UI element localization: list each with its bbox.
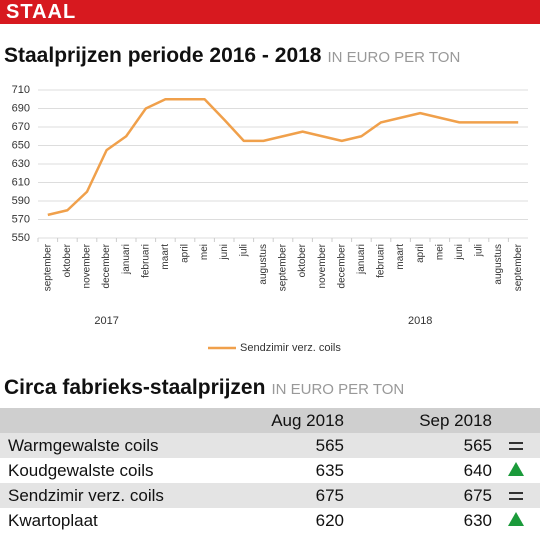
x-tick-label: maart — [395, 244, 406, 270]
year-label: 2017 — [94, 315, 118, 327]
x-tick-label: juli — [238, 244, 249, 257]
trend-up — [508, 511, 524, 526]
x-tick-label: maart — [160, 244, 171, 270]
x-tick-label: december — [336, 243, 347, 288]
y-tick-label: 570 — [12, 213, 30, 225]
table-row: Warmgewalste coils 565 565 — [0, 433, 540, 458]
table-row: Koudgewalste coils 635 640 — [0, 458, 540, 483]
legend-label: Sendzimir verz. coils — [240, 342, 341, 354]
cell: 565 — [344, 433, 492, 458]
x-tick-label: mei — [199, 244, 210, 260]
x-tick-label: april — [180, 244, 191, 263]
header-title: STAAL — [6, 1, 77, 23]
row-label: Warmgewalste coils — [0, 433, 200, 458]
x-tick-label: oktober — [62, 243, 73, 277]
x-tick-label: januari — [121, 244, 132, 275]
x-tick-label: juni — [219, 244, 230, 261]
x-tick-label: april — [415, 244, 426, 263]
y-tick-label: 650 — [12, 139, 30, 151]
y-tick-label: 550 — [12, 232, 30, 244]
year-label: 2018 — [408, 315, 432, 327]
x-tick-label: september — [278, 243, 289, 291]
y-tick-label: 630 — [12, 158, 30, 170]
x-tick-label: februari — [140, 244, 151, 278]
table-row: Sendzimir verz. coils 675 675 — [0, 483, 540, 508]
chart-title: Staalprijzen periode 2016 - 2018 — [4, 44, 322, 67]
cell: 635 — [315, 460, 344, 480]
trend-up — [508, 461, 524, 476]
column-header: Aug 2018 — [200, 408, 344, 433]
trend-equal — [509, 441, 523, 450]
x-tick-label: september — [513, 243, 524, 291]
table-header: Aug 2018 Sep 2018 — [0, 408, 540, 433]
x-tick-label: augustus — [493, 244, 504, 285]
x-tick-label: november — [82, 243, 93, 288]
header-bar: STAAL — [0, 0, 540, 24]
table-heading: Circa fabrieks-staalprijzen IN EURO PER T… — [4, 376, 404, 400]
table-title: Circa fabrieks-staalprijzen — [4, 376, 266, 399]
y-tick-label: 690 — [12, 102, 30, 114]
x-tick-label: december — [101, 243, 112, 288]
x-tick-label: juli — [474, 244, 485, 257]
x-tick-label: augustus — [258, 244, 269, 285]
row-label: Koudgewalste coils — [8, 460, 154, 480]
x-tick-label: juni — [454, 244, 465, 261]
y-tick-label: 710 — [12, 84, 30, 96]
cell: 640 — [463, 460, 492, 480]
row-label: Kwartoplaat — [8, 510, 98, 530]
chart: 550 570 590 610 630 650 670 690 710 september okto… — [12, 84, 528, 354]
column-header: Sep 2018 — [344, 408, 492, 433]
chart-subtitle: IN EURO PER TON — [327, 49, 461, 66]
chart-heading: Staalprijzen periode 2016 - 2018 IN EURO … — [4, 44, 460, 68]
x-tick-label: mei — [434, 244, 445, 260]
price-table: Aug 2018 Sep 2018 Warmgewalste coils 565 56… — [0, 408, 540, 533]
x-tick-label: oktober — [297, 243, 308, 277]
cell: 565 — [200, 433, 344, 458]
y-tick-label: 610 — [12, 176, 30, 188]
cell: 630 — [463, 510, 492, 530]
x-tick-label: november — [317, 243, 328, 288]
cell: 675 — [200, 483, 344, 508]
line-series — [47, 98, 519, 217]
y-tick-label: 590 — [12, 195, 30, 207]
y-tick-label: 670 — [12, 121, 30, 133]
cell: 675 — [344, 483, 492, 508]
x-tick-label: september — [42, 243, 53, 291]
table-row: Kwartoplaat 620 630 — [0, 508, 540, 533]
x-tick-label: februari — [376, 244, 387, 278]
table-subtitle: IN EURO PER TON — [271, 381, 405, 398]
trend-equal — [509, 491, 523, 500]
x-tick-label: januari — [356, 244, 367, 275]
cell: 620 — [315, 510, 344, 530]
row-label: Sendzimir verz. coils — [0, 483, 200, 508]
